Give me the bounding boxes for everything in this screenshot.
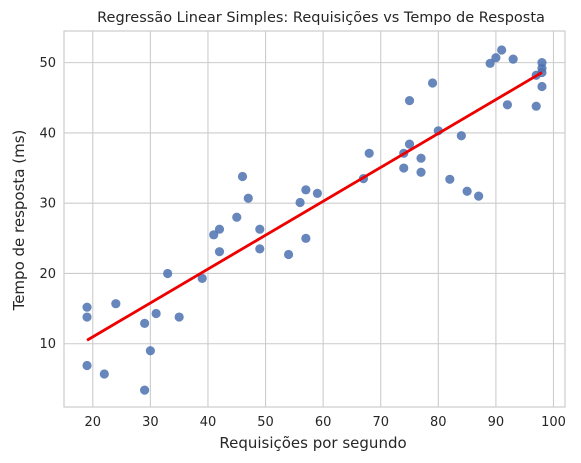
data-point [140,318,150,328]
data-point [232,212,242,222]
data-point [485,58,495,68]
data-point [174,312,184,322]
data-point [255,244,265,254]
data-point [301,185,311,195]
data-point [99,369,109,379]
data-points [82,45,547,395]
data-point [474,191,484,201]
data-point [404,139,415,149]
data-point [145,346,155,356]
data-point [301,233,311,243]
data-point [111,299,121,309]
x-tick-labels: 20 30 40 50 60 70 80 90 100 [85,415,566,430]
data-point [427,78,438,88]
data-point [445,174,455,184]
x-tick-label: 100 [541,415,566,430]
data-point [82,360,92,371]
y-tick-label: 20 [39,267,56,282]
x-axis-label: Requisições por segundo [219,434,406,452]
data-point [491,53,501,63]
data-point [312,188,322,198]
data-point [364,148,374,158]
data-point [243,193,253,203]
data-point [151,308,161,319]
data-point [456,131,466,141]
data-point [295,197,305,208]
data-point [531,101,541,111]
data-point [508,54,518,64]
data-point [497,45,507,55]
grid-lines [64,31,565,407]
x-tick-label: 80 [430,415,447,430]
data-point [404,95,415,106]
data-point [214,247,225,257]
data-point [82,302,92,312]
x-tick-label: 40 [200,415,217,430]
y-tick-label: 50 [39,56,56,71]
y-tick-labels: 10 20 30 40 50 [39,56,56,352]
data-point [537,81,547,92]
data-point [416,153,426,163]
x-tick-label: 70 [372,415,389,430]
data-point [416,167,426,177]
data-point [237,171,248,182]
x-tick-label: 20 [85,415,102,430]
y-tick-label: 40 [39,126,56,141]
data-point [214,224,225,234]
x-tick-label: 30 [142,415,159,430]
y-axis-label: Tempo de resposta (ms) [10,130,28,312]
x-tick-label: 90 [488,415,505,430]
data-point [399,163,409,173]
data-point [82,312,92,322]
y-tick-label: 30 [39,197,56,212]
y-tick-label: 10 [39,337,56,352]
data-point [163,268,173,279]
x-tick-label: 50 [257,415,274,430]
data-point [462,186,472,196]
data-point [209,230,219,240]
chart-title: Regressão Linear Simples: Requisições vs… [97,10,545,26]
regression-line [86,71,543,342]
data-point [502,100,513,110]
x-tick-label: 60 [315,415,332,430]
data-point [197,273,207,283]
data-point [283,249,294,260]
data-point [140,385,150,395]
plot-frame [63,30,566,408]
data-point [255,224,265,234]
